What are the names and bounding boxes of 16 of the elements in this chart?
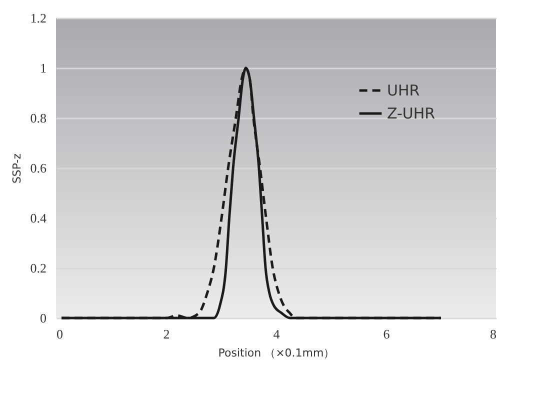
- y-tick-label: 0.6: [30, 160, 47, 176]
- x-tick-label: 0: [56, 326, 63, 342]
- y-tick-label: 0.4: [30, 210, 47, 226]
- x-tick-label: 2: [163, 326, 170, 342]
- x-tick-label: 8: [490, 326, 496, 342]
- y-tick-label: 1: [40, 60, 46, 76]
- y-tick-label: 0.2: [30, 260, 46, 276]
- y-tick-label: 0.8: [30, 110, 46, 126]
- legend-label: Z-UHR: [387, 104, 436, 122]
- x-axis-title: Position （×0.1mm）: [218, 346, 335, 360]
- y-axis-title: SSP-z: [10, 153, 24, 184]
- y-tick-label: 1.2: [30, 10, 46, 26]
- legend-label: UHR: [387, 82, 420, 100]
- x-tick-label: 4: [273, 326, 280, 342]
- x-tick-label: 6: [383, 326, 390, 342]
- y-tick-label: 0: [40, 310, 46, 326]
